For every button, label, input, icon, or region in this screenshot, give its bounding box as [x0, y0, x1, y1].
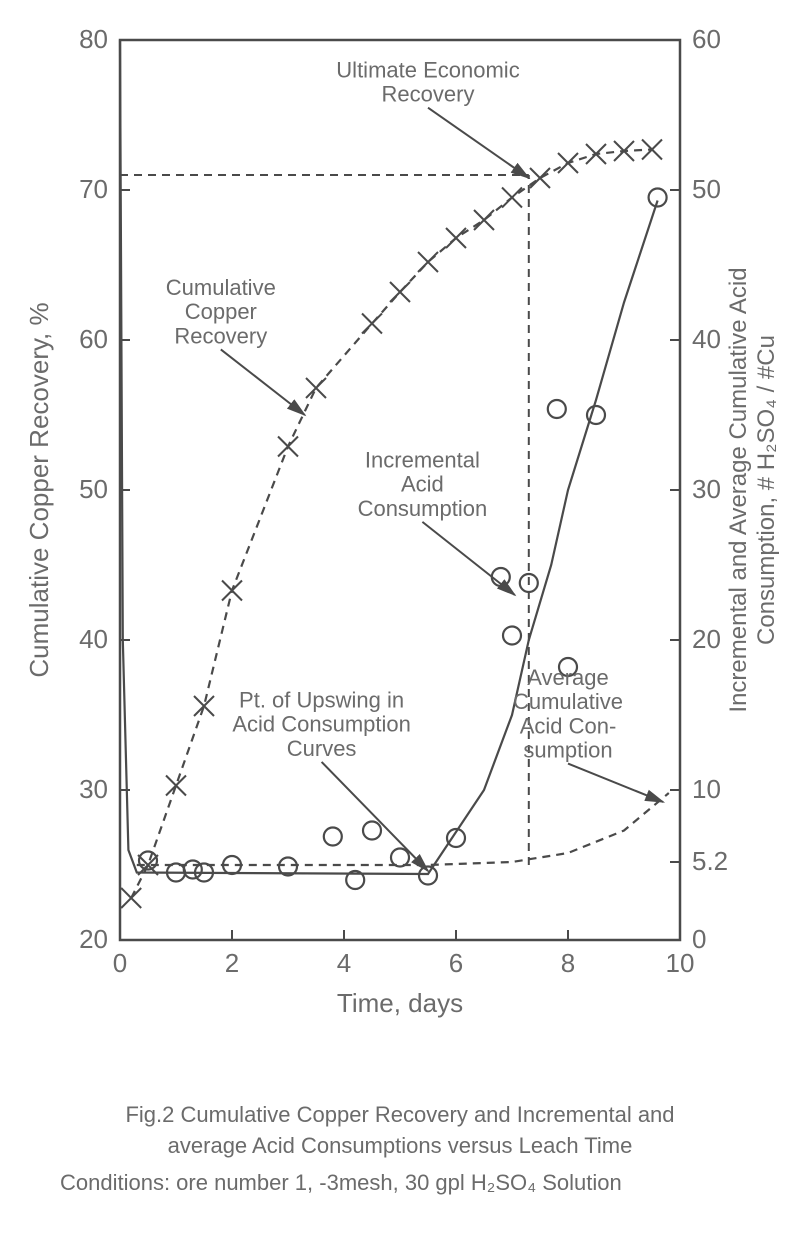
caption-line-1: Fig.2 Cumulative Copper Recovery and Inc… [60, 1100, 740, 1131]
annotation-avg-acid: AverageCumulativeAcid Con-sumption [513, 665, 623, 763]
annotation-cum-rec: CumulativeCopperRecovery [166, 275, 276, 348]
yl-tick-label: 20 [79, 924, 108, 954]
yr-axis-label: Incremental and Average Cumulative AcidC… [725, 267, 780, 712]
annotation-inc-acid: IncrementalAcidConsumption [358, 448, 488, 521]
annotation-arrow-upswing [322, 762, 428, 871]
annotation-ult-econ: Ultimate EconomicRecovery [336, 58, 519, 107]
yr-tick-label: 5.2 [692, 846, 728, 876]
marker-o [363, 822, 381, 840]
x-tick-label: 2 [225, 948, 239, 978]
x-tick-label: 10 [666, 948, 695, 978]
yr-tick-label: 30 [692, 474, 721, 504]
marker-o [324, 828, 342, 846]
yl-tick-label: 30 [79, 774, 108, 804]
x-tick-label: 8 [561, 948, 575, 978]
annotation-arrow-inc-acid [422, 522, 514, 595]
annotation-arrow-ult-econ [428, 108, 529, 178]
yl-tick-label: 50 [79, 474, 108, 504]
yr-tick-label: 60 [692, 24, 721, 54]
yl-tick-label: 80 [79, 24, 108, 54]
x-tick-label: 4 [337, 948, 351, 978]
yr-tick-label: 20 [692, 624, 721, 654]
yr-tick-label: 0 [692, 924, 706, 954]
caption-line-2: average Acid Consumptions versus Leach T… [60, 1131, 740, 1162]
x-tick-label: 6 [449, 948, 463, 978]
chart-svg: 0 2 4 6 8 10 Time, days 20 30 40 50 60 70 80 Cumulativ… [0, 0, 800, 1060]
x-tick-label: 0 [113, 948, 127, 978]
marker-o [391, 849, 409, 867]
marker-o [503, 627, 521, 645]
annotation-arrow-avg-acid [568, 764, 663, 802]
marker-o [587, 406, 605, 424]
yr-tick-label: 50 [692, 174, 721, 204]
yr-tick-label: 10 [692, 774, 721, 804]
annotation-upswing: Pt. of Upswing inAcid ConsumptionCurves [232, 688, 411, 761]
figure-caption: Fig.2 Cumulative Copper Recovery and Inc… [60, 1100, 740, 1198]
marker-o [184, 861, 202, 879]
marker-o [548, 400, 566, 418]
yl-axis-label: Cumulative Copper Recovery, % [24, 302, 54, 677]
series-avg-cumulative-acid [137, 793, 669, 865]
yl-tick-label: 60 [79, 324, 108, 354]
x-axis-label: Time, days [337, 988, 463, 1018]
series-cumulative-recovery [131, 150, 652, 899]
yl-tick-label: 70 [79, 174, 108, 204]
caption-conditions: Conditions: ore number 1, -3mesh, 30 gpl… [60, 1168, 740, 1199]
yr-tick-label: 40 [692, 324, 721, 354]
annotation-arrow-cum-rec [221, 349, 305, 415]
yl-tick-label: 40 [79, 624, 108, 654]
marker-o [419, 867, 437, 885]
